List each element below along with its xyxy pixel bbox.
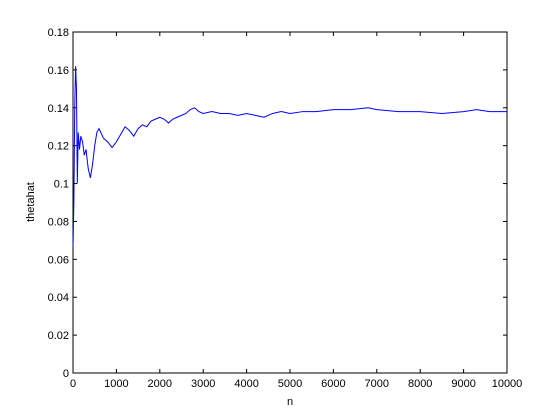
x-tick-label: 1000 bbox=[104, 378, 128, 390]
x-axis-label: n bbox=[287, 396, 293, 408]
x-tick-label: 2000 bbox=[148, 378, 172, 390]
y-tick-label: 0.06 bbox=[48, 254, 69, 266]
y-tick-label: 0.14 bbox=[48, 103, 69, 115]
x-tick-label: 3000 bbox=[191, 378, 215, 390]
x-tick-label: 4000 bbox=[234, 378, 258, 390]
x-tick-label: 7000 bbox=[365, 378, 389, 390]
y-tick-label: 0.1 bbox=[54, 179, 69, 191]
x-tick-label: 0 bbox=[70, 378, 76, 390]
y-tick-label: 0.16 bbox=[48, 65, 69, 77]
x-tick-label: 10000 bbox=[492, 378, 523, 390]
x-tick-label: 5000 bbox=[278, 378, 302, 390]
line-series bbox=[72, 66, 507, 247]
y-tick-label: 0.04 bbox=[48, 292, 69, 304]
x-tick-label: 9000 bbox=[451, 378, 475, 390]
y-tick-label: 0.12 bbox=[48, 141, 69, 153]
y-tick-label: 0.08 bbox=[48, 216, 69, 228]
y-tick-label: 0.18 bbox=[48, 27, 69, 39]
x-tick-label: 6000 bbox=[321, 378, 345, 390]
x-tick-label: 8000 bbox=[408, 378, 432, 390]
y-axis-label: thetahat bbox=[25, 182, 37, 222]
plot-frame bbox=[72, 31, 508, 374]
y-tick-label: 0.02 bbox=[48, 330, 69, 342]
y-tick-label: 0 bbox=[63, 368, 69, 380]
